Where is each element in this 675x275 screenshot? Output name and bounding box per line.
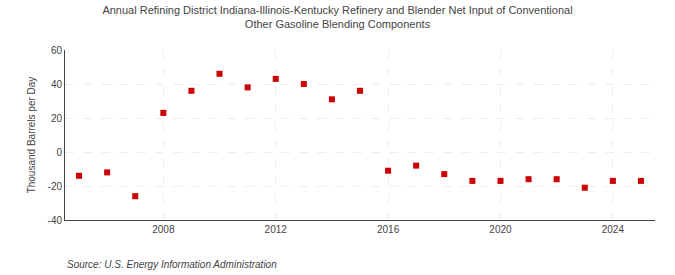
- svg-text:2012: 2012: [265, 224, 288, 235]
- svg-text:2020: 2020: [489, 224, 512, 235]
- svg-text:2024: 2024: [602, 224, 625, 235]
- svg-text:Annual Refining District India: Annual Refining District Indiana-Illinoi…: [102, 4, 572, 30]
- svg-text:-20: -20: [48, 181, 63, 192]
- svg-text:Source: U.S. Energy Informatio: Source: U.S. Energy Information Administ…: [67, 259, 277, 270]
- svg-text:2016: 2016: [377, 224, 400, 235]
- svg-text:-40: -40: [48, 215, 63, 226]
- svg-text:Thousand Barrels per Day: Thousand Barrels per Day: [26, 77, 37, 194]
- svg-text:20: 20: [51, 113, 63, 124]
- svg-text:0: 0: [56, 147, 62, 158]
- svg-text:40: 40: [51, 79, 63, 90]
- svg-text:2008: 2008: [152, 224, 175, 235]
- svg-text:60: 60: [51, 45, 63, 56]
